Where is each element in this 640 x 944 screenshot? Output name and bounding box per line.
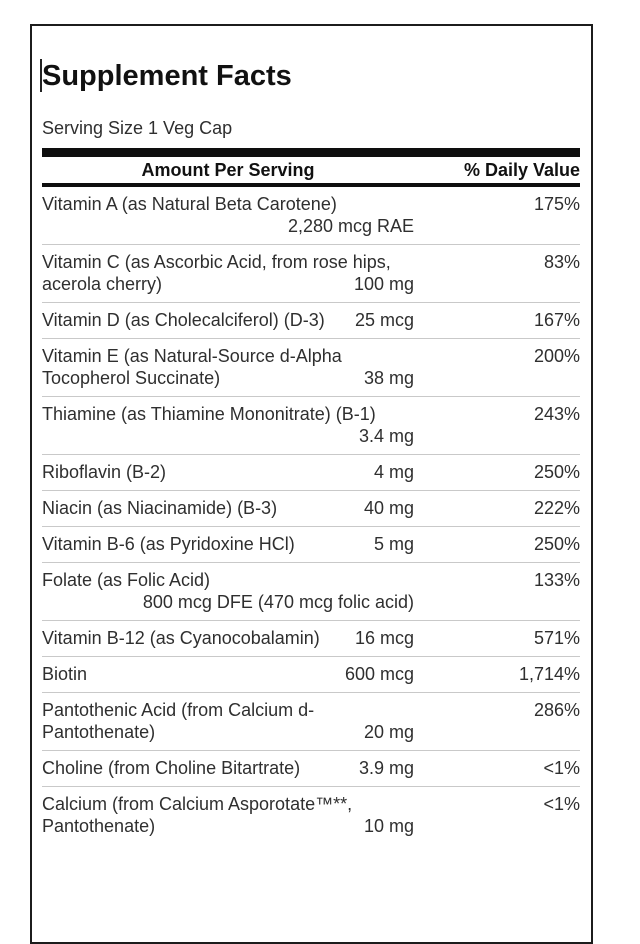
nutrient-name: Vitamin D (as Cholecalciferol) (D-3): [42, 310, 325, 330]
nutrient-main-cell: Calcium (from Calcium Asporotate™**, Pan…: [42, 793, 414, 837]
nutrient-main-cell: Niacin (as Niacinamide) (B-3) 40 mg: [42, 497, 414, 519]
nutrient-name: Vitamin C (as Ascorbic Acid, from rose h…: [42, 252, 391, 294]
nutrient-amount: 100 mg: [353, 274, 414, 294]
nutrient-amount: 2,280 mcg RAE: [287, 216, 414, 236]
nutrient-name: Calcium (from Calcium Asporotate™**, Pan…: [42, 794, 353, 836]
nutrient-row: Riboflavin (B-2) 4 mg 250%: [42, 455, 580, 491]
nutrient-amount: 800 mcg DFE (470 mcg folic acid): [142, 592, 414, 612]
nutrient-daily-value: 167%: [533, 310, 580, 330]
nutrient-row: Pantothenic Acid (from Calcium d-Pantoth…: [42, 693, 580, 751]
nutrient-row: Choline (from Choline Bitartrate) 3.9 mg …: [42, 751, 580, 787]
nutrient-daily-value: 243%: [533, 404, 580, 424]
nutrient-name: Thiamine (as Thiamine Mononitrate) (B-1): [42, 404, 376, 424]
nutrient-row: Vitamin D (as Cholecalciferol) (D-3) 25 m…: [42, 303, 580, 339]
nutrient-amount: 600 mcg: [344, 664, 414, 684]
nutrient-row: Niacin (as Niacinamide) (B-3) 40 mg 222%: [42, 491, 580, 527]
nutrient-name: Vitamin B-6 (as Pyridoxine HCl): [42, 534, 295, 554]
column-header-daily-value: % Daily Value: [463, 160, 580, 180]
nutrient-name: Choline (from Choline Bitartrate): [42, 758, 301, 778]
nutrient-daily-value: 286%: [533, 700, 580, 720]
nutrient-name: Vitamin A (as Natural Beta Carotene): [42, 194, 337, 214]
nutrient-amount: 5 mg: [373, 534, 414, 554]
label-title: Supplement Facts: [42, 60, 292, 92]
nutrient-main-cell: Pantothenic Acid (from Calcium d-Pantoth…: [42, 699, 414, 743]
nutrient-daily-value: 222%: [533, 498, 580, 518]
nutrient-main-cell: Vitamin E (as Natural-Source d-Alpha Toc…: [42, 345, 414, 389]
nutrient-amount: 3.4 mg: [358, 426, 414, 446]
nutrient-row: Vitamin C (as Ascorbic Acid, from rose h…: [42, 245, 580, 303]
nutrient-main-cell: Biotin 600 mcg: [42, 663, 414, 685]
nutrient-daily-value: 250%: [533, 462, 580, 482]
nutrient-main-cell: Vitamin C (as Ascorbic Acid, from rose h…: [42, 251, 414, 295]
nutrient-daily-value: 250%: [533, 534, 580, 554]
nutrient-main-cell: Vitamin B-12 (as Cyanocobalamin) 16 mcg: [42, 627, 414, 649]
nutrient-name: Riboflavin (B-2): [42, 462, 167, 482]
nutrient-daily-value: 133%: [533, 570, 580, 590]
nutrient-name: Vitamin B-12 (as Cyanocobalamin): [42, 628, 320, 648]
table-header-row: Amount Per Serving % Daily Value: [42, 157, 580, 187]
nutrient-daily-value: 571%: [533, 628, 580, 648]
nutrient-amount: 40 mg: [363, 498, 414, 518]
text-caret: [40, 59, 42, 92]
nutrient-daily-value: <1%: [543, 794, 580, 814]
nutrient-amount: 38 mg: [363, 368, 414, 388]
nutrient-main-cell: Folate (as Folic Acid) 800 mcg DFE (470 m…: [42, 569, 414, 613]
nutrient-amount: 4 mg: [373, 462, 414, 482]
supplement-facts-label: Supplement Facts Serving Size 1 Veg Cap …: [30, 24, 593, 944]
nutrient-row: Vitamin B-6 (as Pyridoxine HCl) 5 mg 250%: [42, 527, 580, 563]
nutrient-daily-value: 175%: [533, 194, 580, 214]
nutrient-main-cell: Vitamin B-6 (as Pyridoxine HCl) 5 mg: [42, 533, 414, 555]
nutrient-name: Pantothenic Acid (from Calcium d-Pantoth…: [42, 700, 315, 742]
nutrient-row: Vitamin A (as Natural Beta Carotene) 2,28…: [42, 187, 580, 245]
nutrient-amount: 10 mg: [363, 816, 414, 836]
nutrient-name: Niacin (as Niacinamide) (B-3): [42, 498, 278, 518]
nutrient-name: Vitamin E (as Natural-Source d-Alpha Toc…: [42, 346, 342, 388]
nutrient-main-cell: Choline (from Choline Bitartrate) 3.9 mg: [42, 757, 414, 779]
nutrient-name: Biotin: [42, 664, 88, 684]
nutrient-main-cell: Vitamin D (as Cholecalciferol) (D-3) 25 m…: [42, 309, 414, 331]
nutrient-main-cell: Thiamine (as Thiamine Mononitrate) (B-1)…: [42, 403, 414, 447]
nutrient-table: Vitamin A (as Natural Beta Carotene) 2,28…: [42, 187, 580, 844]
nutrient-amount: 25 mcg: [354, 310, 414, 330]
nutrient-row: Calcium (from Calcium Asporotate™**, Pan…: [42, 787, 580, 844]
nutrient-row: Vitamin B-12 (as Cyanocobalamin) 16 mcg 5…: [42, 621, 580, 657]
nutrient-daily-value: 83%: [543, 252, 580, 272]
nutrient-daily-value: 200%: [533, 346, 580, 366]
nutrient-daily-value: <1%: [543, 758, 580, 778]
nutrient-main-cell: Riboflavin (B-2) 4 mg: [42, 461, 414, 483]
nutrient-row: Thiamine (as Thiamine Mononitrate) (B-1)…: [42, 397, 580, 455]
nutrient-name: Folate (as Folic Acid): [42, 570, 211, 590]
nutrient-amount: 3.9 mg: [358, 758, 414, 778]
nutrient-row: Folate (as Folic Acid) 800 mcg DFE (470 m…: [42, 563, 580, 621]
serving-size: Serving Size 1 Veg Cap: [42, 118, 233, 138]
nutrient-amount: 16 mcg: [354, 628, 414, 648]
nutrient-amount: 20 mg: [363, 722, 414, 742]
column-header-amount-per-serving: Amount Per Serving: [141, 160, 315, 180]
nutrient-main-cell: Vitamin A (as Natural Beta Carotene) 2,28…: [42, 193, 414, 237]
nutrient-daily-value: 1,714%: [518, 664, 580, 684]
nutrient-row: Vitamin E (as Natural-Source d-Alpha Toc…: [42, 339, 580, 397]
nutrient-row: Biotin 600 mcg 1,714%: [42, 657, 580, 693]
divider-thick-bar: [42, 148, 580, 157]
label-title-wrap: Supplement Facts: [40, 59, 580, 93]
